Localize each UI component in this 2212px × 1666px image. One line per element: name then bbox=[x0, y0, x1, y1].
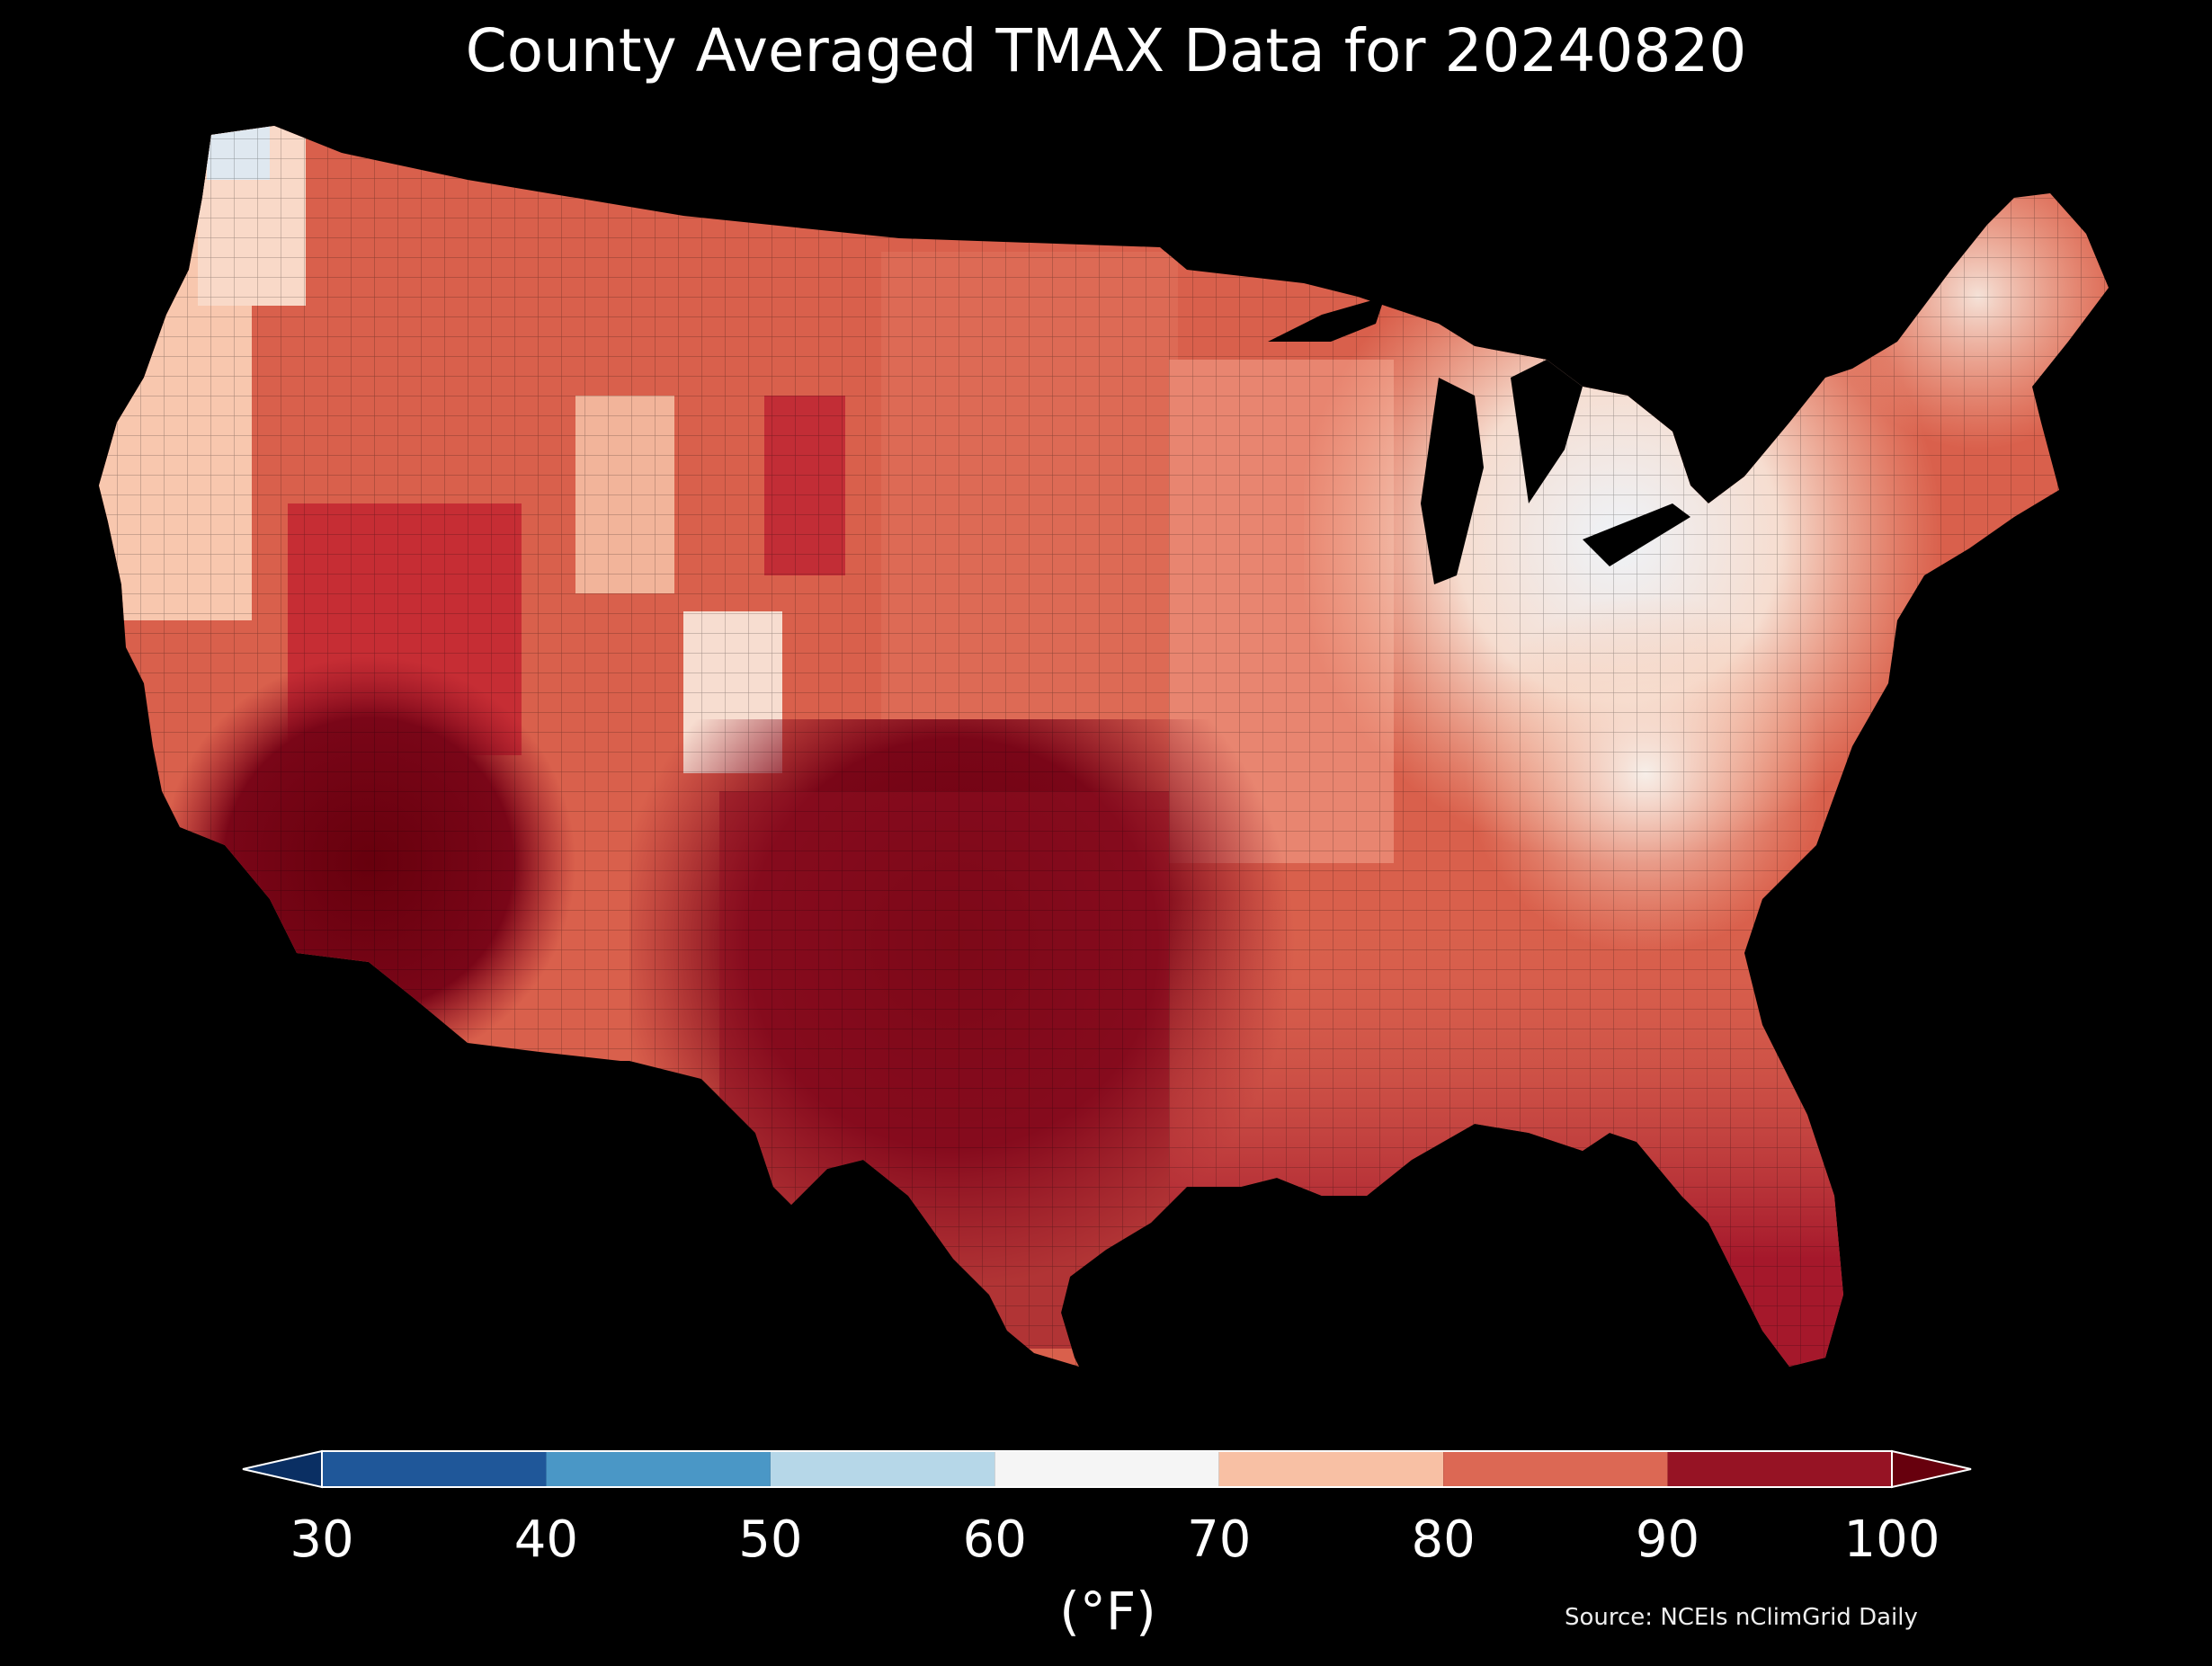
colorbar-bin bbox=[1667, 1451, 1892, 1487]
colorbar-tick-label: 70 bbox=[1187, 1510, 1252, 1569]
colorbar-extend-high bbox=[1891, 1449, 1972, 1489]
colorbar-tick-label: 90 bbox=[1635, 1510, 1700, 1569]
lake-huron bbox=[1511, 360, 1583, 503]
colorbar-bin bbox=[322, 1451, 547, 1487]
lake-erie bbox=[1583, 503, 1690, 566]
source-credit: Source: NCEIs nClimGrid Daily bbox=[1565, 1604, 1918, 1631]
colorbar-bin bbox=[1218, 1451, 1444, 1487]
colorbar-extend-low bbox=[242, 1449, 323, 1489]
colorbar-bin bbox=[770, 1451, 995, 1487]
colorbar-tick-label: 80 bbox=[1411, 1510, 1476, 1569]
colorbar-bin bbox=[995, 1451, 1219, 1487]
colorbar-tick-label: 100 bbox=[1843, 1510, 1940, 1569]
colorbar-tick-label: 40 bbox=[513, 1510, 579, 1569]
colorbar-bin bbox=[546, 1451, 771, 1487]
lake-superior bbox=[1268, 297, 1385, 342]
colorbar-bin bbox=[1443, 1451, 1668, 1487]
colorbar-unit: (°F) bbox=[1059, 1581, 1156, 1642]
colorbar-tick-label: 60 bbox=[962, 1510, 1027, 1569]
colorbar-tick-label: 30 bbox=[290, 1510, 354, 1569]
colorbar-tick-label: 50 bbox=[738, 1510, 803, 1569]
us-county-tmax-map bbox=[99, 126, 2109, 1367]
lake-michigan bbox=[1421, 378, 1484, 584]
map-title: County Averaged TMAX Data for 20240820 bbox=[465, 16, 1747, 85]
